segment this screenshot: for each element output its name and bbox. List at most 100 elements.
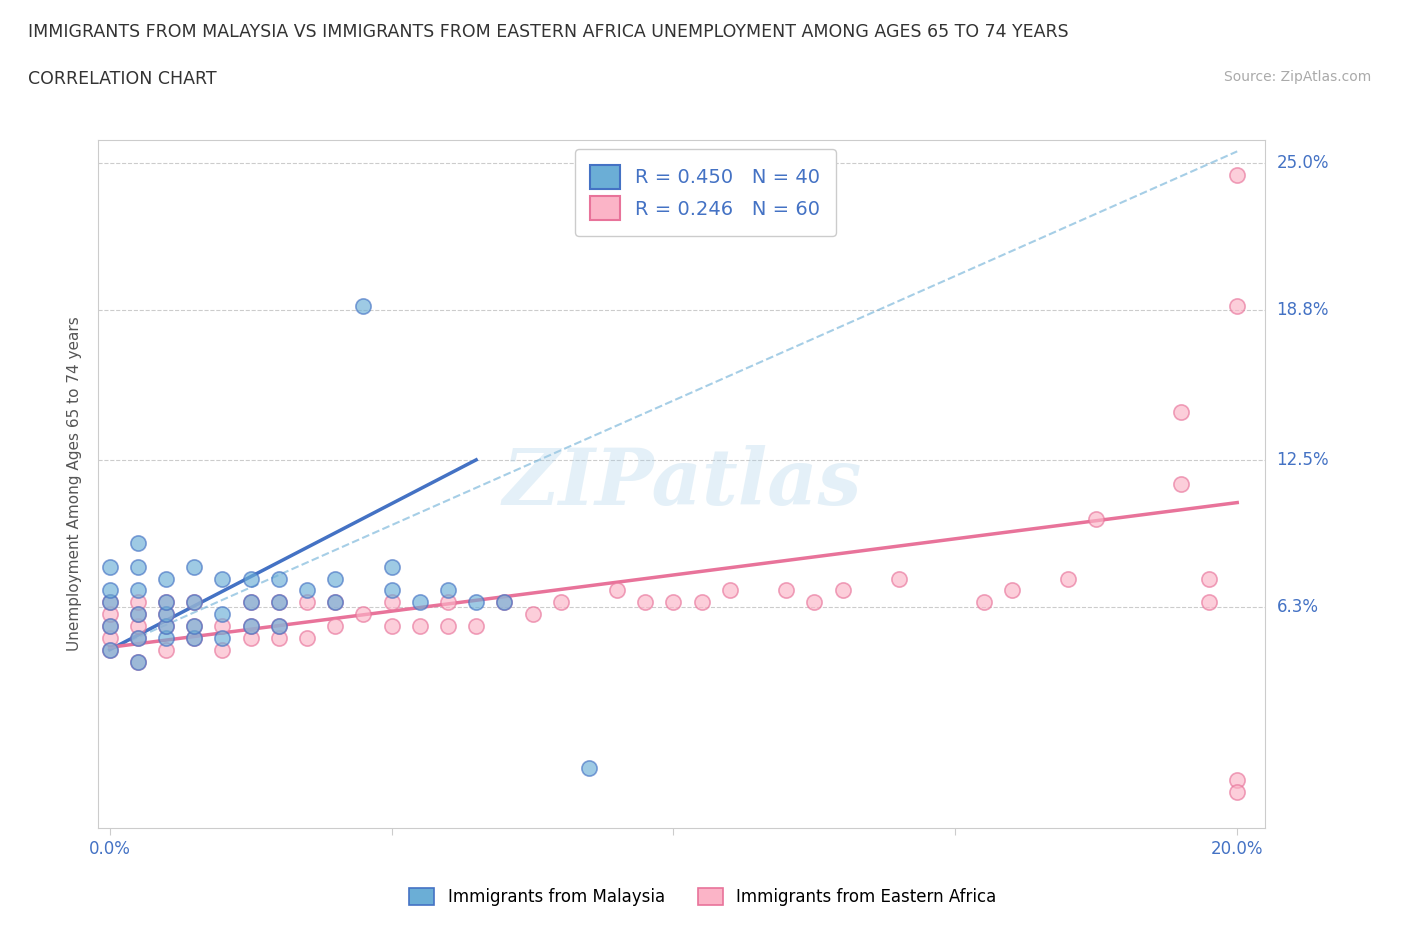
Point [267,631,290,645]
Point [127,631,149,645]
Point [1170,476,1192,491]
Point [98,595,121,610]
Point [183,618,205,633]
Point [211,631,233,645]
Point [267,571,290,586]
Text: IMMIGRANTS FROM MALAYSIA VS IMMIGRANTS FROM EASTERN AFRICA UNEMPLOYMENT AMONG AG: IMMIGRANTS FROM MALAYSIA VS IMMIGRANTS F… [28,23,1069,41]
Point [127,606,149,621]
Point [1170,405,1192,419]
Text: ZIPatlas: ZIPatlas [502,445,862,522]
Point [381,618,404,633]
Text: 12.5%: 12.5% [1277,451,1329,469]
Point [323,571,346,586]
Point [437,595,460,610]
Point [211,606,233,621]
Point [409,595,432,610]
Point [465,618,488,633]
Text: 25.0%: 25.0% [1277,154,1329,172]
Point [295,595,318,610]
Point [550,595,572,610]
Point [1226,785,1249,800]
Point [887,571,910,586]
Point [183,631,205,645]
Point [1085,512,1108,526]
Point [98,618,121,633]
Point [127,631,149,645]
Point [127,595,149,610]
Point [775,583,797,598]
Point [323,618,346,633]
Text: Source: ZipAtlas.com: Source: ZipAtlas.com [1223,70,1371,84]
Point [437,583,460,598]
Point [323,595,346,610]
Point [662,595,685,610]
Text: 6.3%: 6.3% [1277,598,1319,616]
Point [127,536,149,551]
Point [494,595,516,610]
Point [183,595,205,610]
Point [155,618,177,633]
Point [155,595,177,610]
Point [606,583,628,598]
Point [522,606,544,621]
Point [98,631,121,645]
Point [634,595,657,610]
Point [155,643,177,658]
Point [239,571,262,586]
Point [127,618,149,633]
Point [381,559,404,574]
Point [155,606,177,621]
Point [239,618,262,633]
Point [155,606,177,621]
Point [1198,571,1220,586]
Point [155,595,177,610]
Point [437,618,460,633]
Point [155,571,177,586]
Point [98,618,121,633]
Point [578,761,600,776]
Point [239,631,262,645]
Point [183,618,205,633]
Point [1226,167,1249,182]
Point [211,618,233,633]
Point [239,595,262,610]
Point [127,606,149,621]
Point [155,618,177,633]
Text: 18.8%: 18.8% [1277,301,1329,319]
Point [1001,583,1024,598]
Point [831,583,853,598]
Point [239,595,262,610]
Point [267,618,290,633]
Point [183,595,205,610]
Text: CORRELATION CHART: CORRELATION CHART [28,70,217,87]
Point [973,595,995,610]
Point [1226,299,1249,313]
Point [295,583,318,598]
Point [381,583,404,598]
Point [98,643,121,658]
Point [183,559,205,574]
Y-axis label: Unemployment Among Ages 65 to 74 years: Unemployment Among Ages 65 to 74 years [67,316,83,651]
Point [267,595,290,610]
Point [127,583,149,598]
Point [211,643,233,658]
Point [1057,571,1080,586]
Point [183,631,205,645]
Legend: R = 0.450   N = 40, R = 0.246   N = 60: R = 0.450 N = 40, R = 0.246 N = 60 [575,149,835,235]
Point [295,631,318,645]
Point [239,618,262,633]
Point [127,559,149,574]
Point [127,654,149,669]
Point [690,595,713,610]
Point [127,654,149,669]
Point [352,606,374,621]
Point [267,595,290,610]
Point [494,595,516,610]
Point [98,643,121,658]
Point [211,571,233,586]
Point [98,595,121,610]
Point [465,595,488,610]
Point [718,583,741,598]
Point [98,583,121,598]
Point [323,595,346,610]
